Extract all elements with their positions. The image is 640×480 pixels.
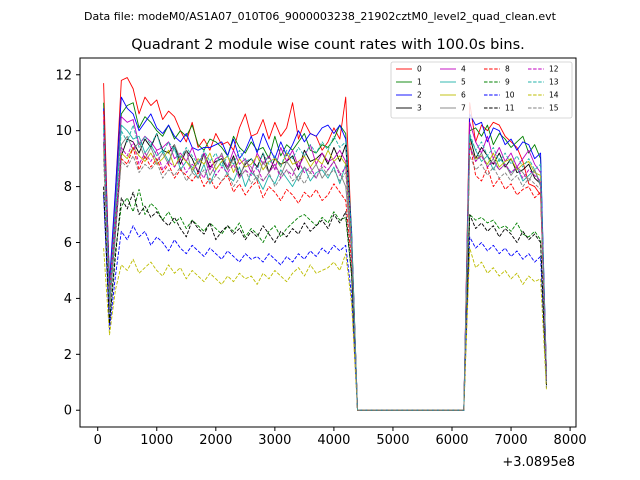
- y-tick-label: 0: [64, 404, 72, 419]
- x-tick-label: 7000: [495, 433, 528, 448]
- x-tick-label: 0: [94, 433, 102, 448]
- y-axis: 0 2 4 6 8 10 12: [55, 68, 80, 419]
- series-line-8: [103, 111, 547, 411]
- y-tick-label: 12: [55, 68, 72, 83]
- series-line-13: [103, 124, 547, 411]
- x-tick-label: 6000: [435, 433, 468, 448]
- legend-label-3: 3: [417, 104, 422, 113]
- legend-label-5: 5: [461, 78, 466, 87]
- legend-frame: [390, 61, 573, 119]
- legend-label-15: 15: [549, 104, 559, 113]
- figure-suptitle: Data file: modeM0/AS1A07_010T06_90000032…: [84, 10, 557, 23]
- x-tick-label: 8000: [554, 433, 587, 448]
- legend-label-13: 13: [549, 78, 559, 87]
- series-line-12: [103, 133, 547, 411]
- legend-label-12: 12: [549, 65, 559, 74]
- legend-label-2: 2: [417, 91, 422, 100]
- x-offset-label: +3.0895e8: [502, 455, 575, 470]
- series-line-15: [103, 155, 547, 411]
- x-tick-label: 2000: [199, 433, 232, 448]
- legend-label-11: 11: [505, 104, 515, 113]
- x-tick-label: 3000: [258, 433, 291, 448]
- y-tick-label: 8: [64, 180, 72, 195]
- legend-label-7: 7: [461, 104, 466, 113]
- y-tick-label: 6: [64, 236, 72, 251]
- legend-label-1: 1: [417, 78, 422, 87]
- legend-label-10: 10: [505, 91, 515, 100]
- y-tick-label: 4: [64, 292, 72, 307]
- legend-label-8: 8: [505, 65, 510, 74]
- legend-label-0: 0: [417, 65, 422, 74]
- y-tick-label: 2: [64, 348, 72, 363]
- x-tick-label: 4000: [317, 433, 350, 448]
- series-line-14: [103, 247, 547, 411]
- legend-label-14: 14: [549, 91, 559, 100]
- series-line-9: [103, 188, 547, 411]
- plot-series-group: [103, 77, 547, 411]
- legend-label-6: 6: [461, 91, 466, 100]
- x-tick-label: 5000: [376, 433, 409, 448]
- chart-title: Quadrant 2 module wise count rates with …: [131, 37, 525, 53]
- legend-label-4: 4: [461, 65, 466, 74]
- x-tick-label: 1000: [140, 433, 173, 448]
- y-tick-label: 10: [55, 124, 72, 139]
- series-line-7: [103, 135, 547, 411]
- series-line-11: [103, 186, 547, 411]
- series-line-3: [103, 133, 547, 411]
- series-line-2: [103, 96, 547, 411]
- x-axis: 0 1000 2000 3000 4000 5000 6000 7000 8000: [94, 427, 587, 448]
- series-line-10: [103, 194, 547, 411]
- legend-label-9: 9: [505, 78, 510, 87]
